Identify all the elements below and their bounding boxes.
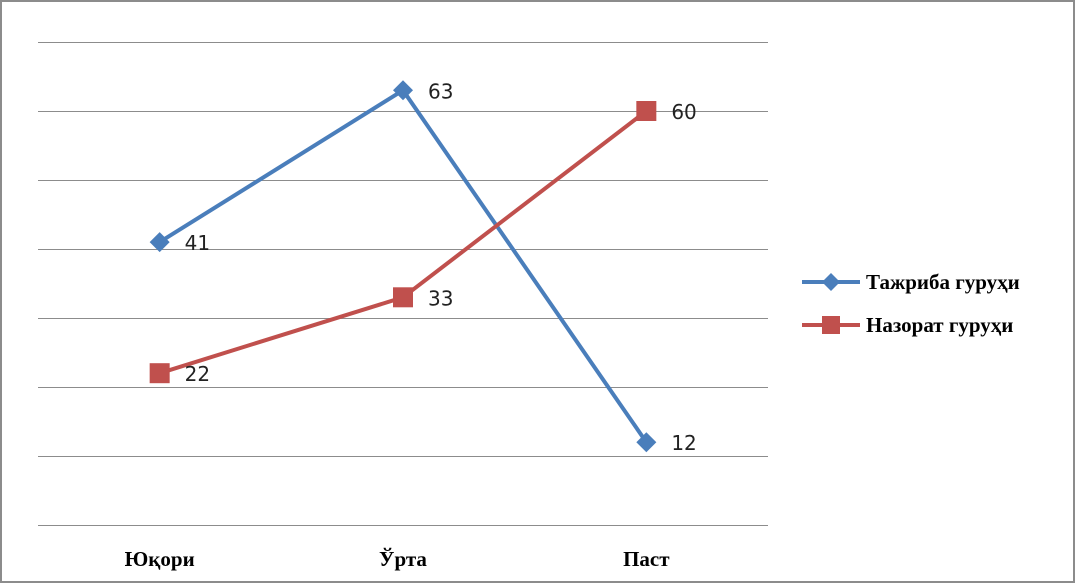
marker-s1-3	[636, 432, 657, 453]
legend-label-2: Назорат гуруҳи	[866, 313, 1013, 337]
category-label-1: Юқори	[125, 547, 195, 571]
data-label-s1-2: 63	[428, 79, 453, 103]
data-label-s1-3: 12	[671, 431, 696, 455]
category-label-2: Ўрта	[379, 547, 427, 571]
data-label-s2-1: 22	[185, 362, 210, 386]
legend-marker-1	[822, 273, 840, 291]
legend: Тажриба гуруҳи Назорат гуруҳи	[802, 270, 1020, 337]
data-labels: 41 63 12 22 33 60	[185, 79, 697, 455]
series-markers	[149, 80, 657, 453]
gridlines	[38, 42, 768, 526]
data-label-s2-2: 33	[428, 286, 453, 310]
data-label-s2-3: 60	[671, 100, 696, 124]
data-label-s1-1: 41	[185, 231, 210, 255]
category-axis: Юқори Ўрта Паст	[125, 547, 671, 571]
marker-s1-2	[393, 80, 413, 101]
legend-label-1: Тажриба гуруҳи	[866, 270, 1020, 294]
series-line-1	[158, 88, 648, 444]
marker-s2-3	[636, 101, 657, 121]
marker-s2-1	[149, 363, 170, 384]
marker-s2-2	[393, 287, 413, 308]
legend-marker-2	[822, 316, 840, 334]
marker-s1-1	[149, 232, 170, 253]
series-lines	[158, 88, 648, 444]
category-label-3: Паст	[623, 547, 670, 571]
